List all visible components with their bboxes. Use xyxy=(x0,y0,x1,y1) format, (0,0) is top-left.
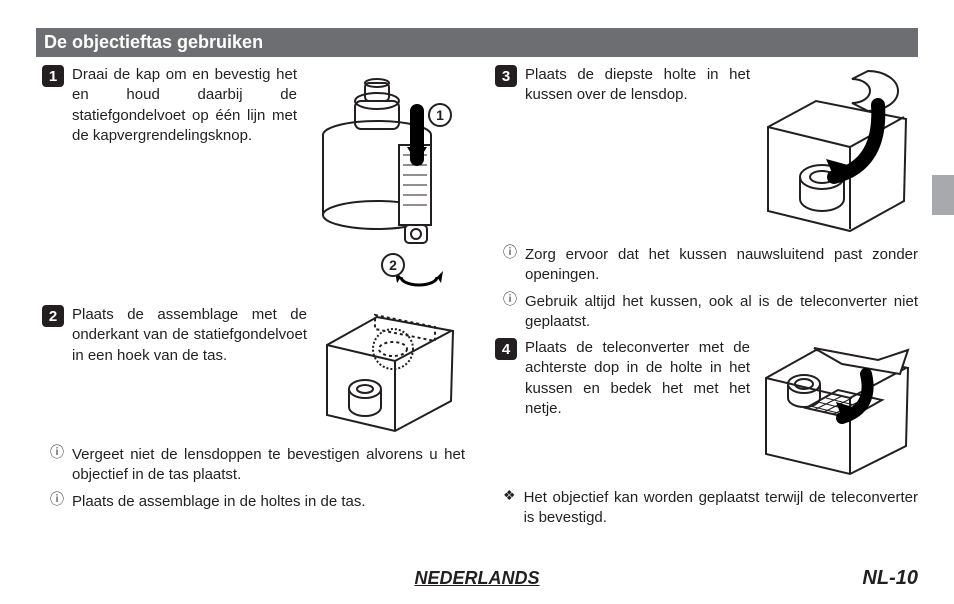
note-3: ⓘ Zorg ervoor dat het kussen nauwsluiten… xyxy=(503,245,918,286)
page-footer: NEDERLANDS NL-10 xyxy=(36,567,918,590)
note-5: ❖ Het objectief kan worden geplaatst ter… xyxy=(503,488,918,529)
content-columns: 1 Draai de kap om en bevestig het en hou… xyxy=(36,65,918,535)
warn-icon: ⓘ xyxy=(503,245,517,286)
step-2: 2 Plaats de assemblage met de onderkant … xyxy=(36,305,465,435)
step-2-illustration xyxy=(315,305,465,435)
step-1-text: Draai de kap om en bevestig het en houd … xyxy=(72,65,297,146)
note-4-text: Gebruik altijd het kussen, ook al is de … xyxy=(525,292,918,333)
footer-language: NEDERLANDS xyxy=(414,568,539,589)
step-1-badge: 1 xyxy=(42,65,64,87)
callout-1: 1 xyxy=(436,107,444,123)
step-4-illustration xyxy=(758,338,918,478)
note-2: ⓘ Plaats de assemblage in de holtes in d… xyxy=(50,492,465,512)
left-column: 1 Draai de kap om en bevestig het en hou… xyxy=(36,65,465,535)
step-3: 3 Plaats de diepste holte in het kussen … xyxy=(489,65,918,235)
footer-page-number: NL-10 xyxy=(862,567,918,590)
note-4: ⓘ Gebruik altijd het kussen, ook al is d… xyxy=(503,292,918,333)
diamond-icon: ❖ xyxy=(503,488,516,529)
side-tab xyxy=(932,175,954,215)
note-5-text: Het objectief kan worden geplaatst terwi… xyxy=(524,488,918,529)
step-2-text: Plaats de assemblage met de onderkant va… xyxy=(72,305,307,366)
note-1: ⓘ Vergeet niet de lensdoppen te bevestig… xyxy=(50,445,465,486)
callout-2: 2 xyxy=(389,257,397,273)
section-title: De objectieftas gebruiken xyxy=(36,28,918,57)
step-1-illustration: 1 2 xyxy=(305,65,465,295)
step-4-text: Plaats de teleconverter met de achterste… xyxy=(525,338,750,419)
step-3-illustration xyxy=(758,65,918,235)
warn-icon: ⓘ xyxy=(50,492,64,512)
step-4: 4 Plaats de teleconverter met de achters… xyxy=(489,338,918,478)
step-1: 1 Draai de kap om en bevestig het en hou… xyxy=(36,65,465,295)
step-4-badge: 4 xyxy=(495,338,517,360)
note-3-text: Zorg ervoor dat het kussen nauwsluitend … xyxy=(525,245,918,286)
warn-icon: ⓘ xyxy=(50,445,64,486)
right-column: 3 Plaats de diepste holte in het kussen … xyxy=(489,65,918,535)
step-3-text: Plaats de diepste holte in het kussen ov… xyxy=(525,65,750,106)
note-1-text: Vergeet niet de lensdoppen te bevestigen… xyxy=(72,445,465,486)
warn-icon: ⓘ xyxy=(503,292,517,333)
step-2-badge: 2 xyxy=(42,305,64,327)
note-2-text: Plaats de assemblage in de holtes in de … xyxy=(72,492,366,512)
step-3-badge: 3 xyxy=(495,65,517,87)
